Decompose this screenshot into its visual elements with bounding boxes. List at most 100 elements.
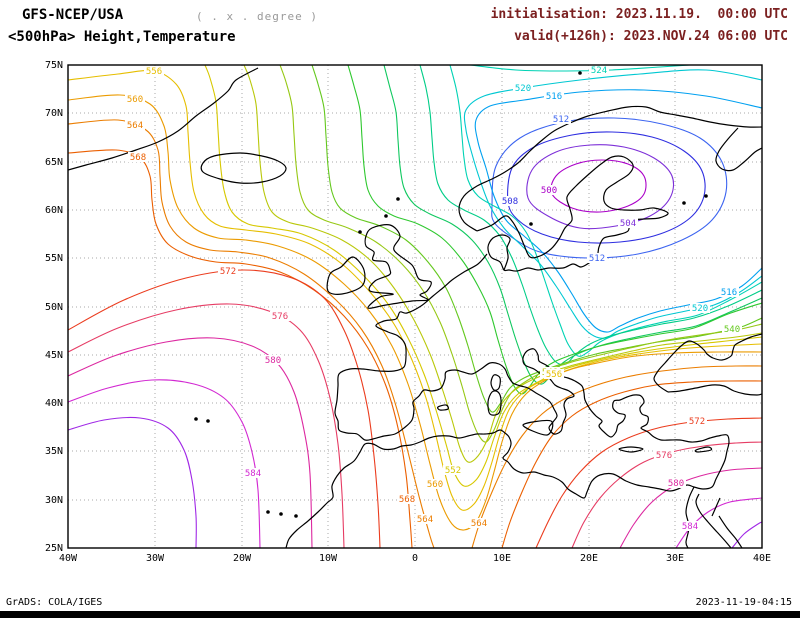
label-halo — [397, 494, 417, 504]
contour-564 — [68, 119, 435, 548]
coastline — [718, 515, 743, 548]
label-halo — [125, 94, 145, 104]
contour-580 — [619, 467, 762, 548]
small-island-dot — [358, 230, 362, 234]
model-title: GFS-NCEP/USA — [22, 7, 124, 23]
small-island-dot — [279, 512, 283, 516]
contour-512 — [491, 117, 728, 259]
small-island-dot — [384, 214, 388, 218]
coastline — [667, 384, 762, 396]
contour-value-label: 576 — [272, 312, 288, 322]
contour-500 — [550, 159, 647, 213]
map-frame — [67, 64, 763, 549]
lat-tick-label: 60N — [45, 205, 63, 216]
contour-572 — [535, 417, 762, 548]
lon-tick-label: 20W — [233, 553, 252, 564]
lon-tick-label: 10E — [493, 553, 511, 564]
grid-lines — [68, 65, 762, 548]
small-island-dot — [194, 417, 198, 421]
contour-576 — [68, 303, 345, 548]
label-halo — [690, 303, 710, 313]
contour-value-label: 568 — [399, 495, 415, 505]
small-island-dot — [266, 510, 270, 514]
lon-tick-label: 30E — [666, 553, 684, 564]
contour-value-label: 568 — [130, 153, 146, 163]
contour-544 — [279, 65, 762, 443]
lat-tick-label: 50N — [45, 302, 63, 313]
contour-588 — [68, 416, 197, 548]
contour-value-label: 564 — [127, 121, 143, 131]
contour-524 — [449, 65, 762, 357]
contour-584 — [675, 497, 762, 548]
label-halo — [243, 468, 263, 478]
lat-tick-label: 40N — [45, 398, 63, 409]
coastlines — [68, 67, 762, 548]
valid-time-label: valid(+126h): 2023.NOV.24 06:00 UTC — [514, 29, 788, 44]
coastline — [476, 155, 669, 272]
island — [490, 374, 501, 391]
label-halo — [551, 114, 571, 124]
contour-value-label: 584 — [245, 469, 261, 479]
contour-532 — [383, 65, 762, 385]
contour-516 — [474, 89, 762, 333]
label-halo — [687, 416, 707, 426]
contour-564 — [471, 365, 762, 548]
small-island-dot — [529, 222, 533, 226]
contour-value-label: 584 — [682, 522, 698, 532]
contour-value-label: 564 — [417, 515, 433, 525]
contour-568 — [501, 380, 762, 548]
small-island-dot — [206, 419, 210, 423]
lat-tick-label: 35N — [45, 446, 63, 457]
coastline — [711, 497, 721, 517]
coastline — [653, 333, 762, 393]
label-halo — [618, 218, 638, 228]
small-island-dot — [682, 201, 686, 205]
small-island-dot — [578, 71, 582, 75]
label-halo — [270, 311, 290, 321]
label-halo — [589, 65, 609, 75]
island — [326, 256, 366, 295]
contour-504 — [526, 144, 675, 230]
contour-value-label: 524 — [591, 66, 607, 76]
contour-536 — [347, 65, 762, 395]
label-halo — [722, 324, 742, 334]
island — [200, 152, 287, 184]
label-halo — [263, 355, 283, 365]
lat-tick-label: 45N — [45, 350, 63, 361]
contour-588 — [731, 521, 762, 548]
coastline — [458, 105, 762, 232]
lon-tick-label: 30W — [146, 553, 165, 564]
contour-584 — [68, 379, 261, 548]
island — [618, 446, 644, 453]
label-halo — [544, 369, 564, 379]
contour-value-label: 552 — [445, 466, 461, 476]
label-halo — [415, 514, 435, 524]
contour-labels: 5005045085125125165165205205245405485525… — [125, 65, 742, 532]
island — [694, 446, 713, 453]
contour-value-label: 560 — [427, 480, 443, 490]
contour-value-label: 556 — [546, 370, 562, 380]
small-island-dot — [704, 194, 708, 198]
label-halo — [443, 465, 463, 475]
lat-tick-label: 55N — [45, 253, 63, 264]
lon-tick-label: 40E — [753, 553, 771, 564]
contour-value-label: 576 — [656, 451, 672, 461]
creation-timestamp: 2023-11-19-04:15 — [695, 597, 792, 608]
coastline — [285, 253, 730, 548]
contour-568 — [68, 149, 413, 548]
contour-value-label: 512 — [589, 254, 605, 264]
label-halo — [587, 253, 607, 263]
lat-tick-label: 30N — [45, 495, 63, 506]
lon-tick-label: 10W — [319, 553, 338, 564]
init-time-label: initialisation: 2023.11.19. 00:00 UTC — [490, 7, 788, 22]
island — [437, 404, 449, 411]
contour-548 — [243, 65, 762, 463]
small-island-dot — [294, 514, 298, 518]
bottom-bar — [0, 611, 800, 618]
contour-552 — [204, 65, 762, 487]
contour-value-label: 512 — [553, 115, 569, 125]
contour-576 — [571, 441, 762, 548]
contour-value-label: 572 — [689, 417, 705, 427]
contour-value-label: 560 — [127, 95, 143, 105]
